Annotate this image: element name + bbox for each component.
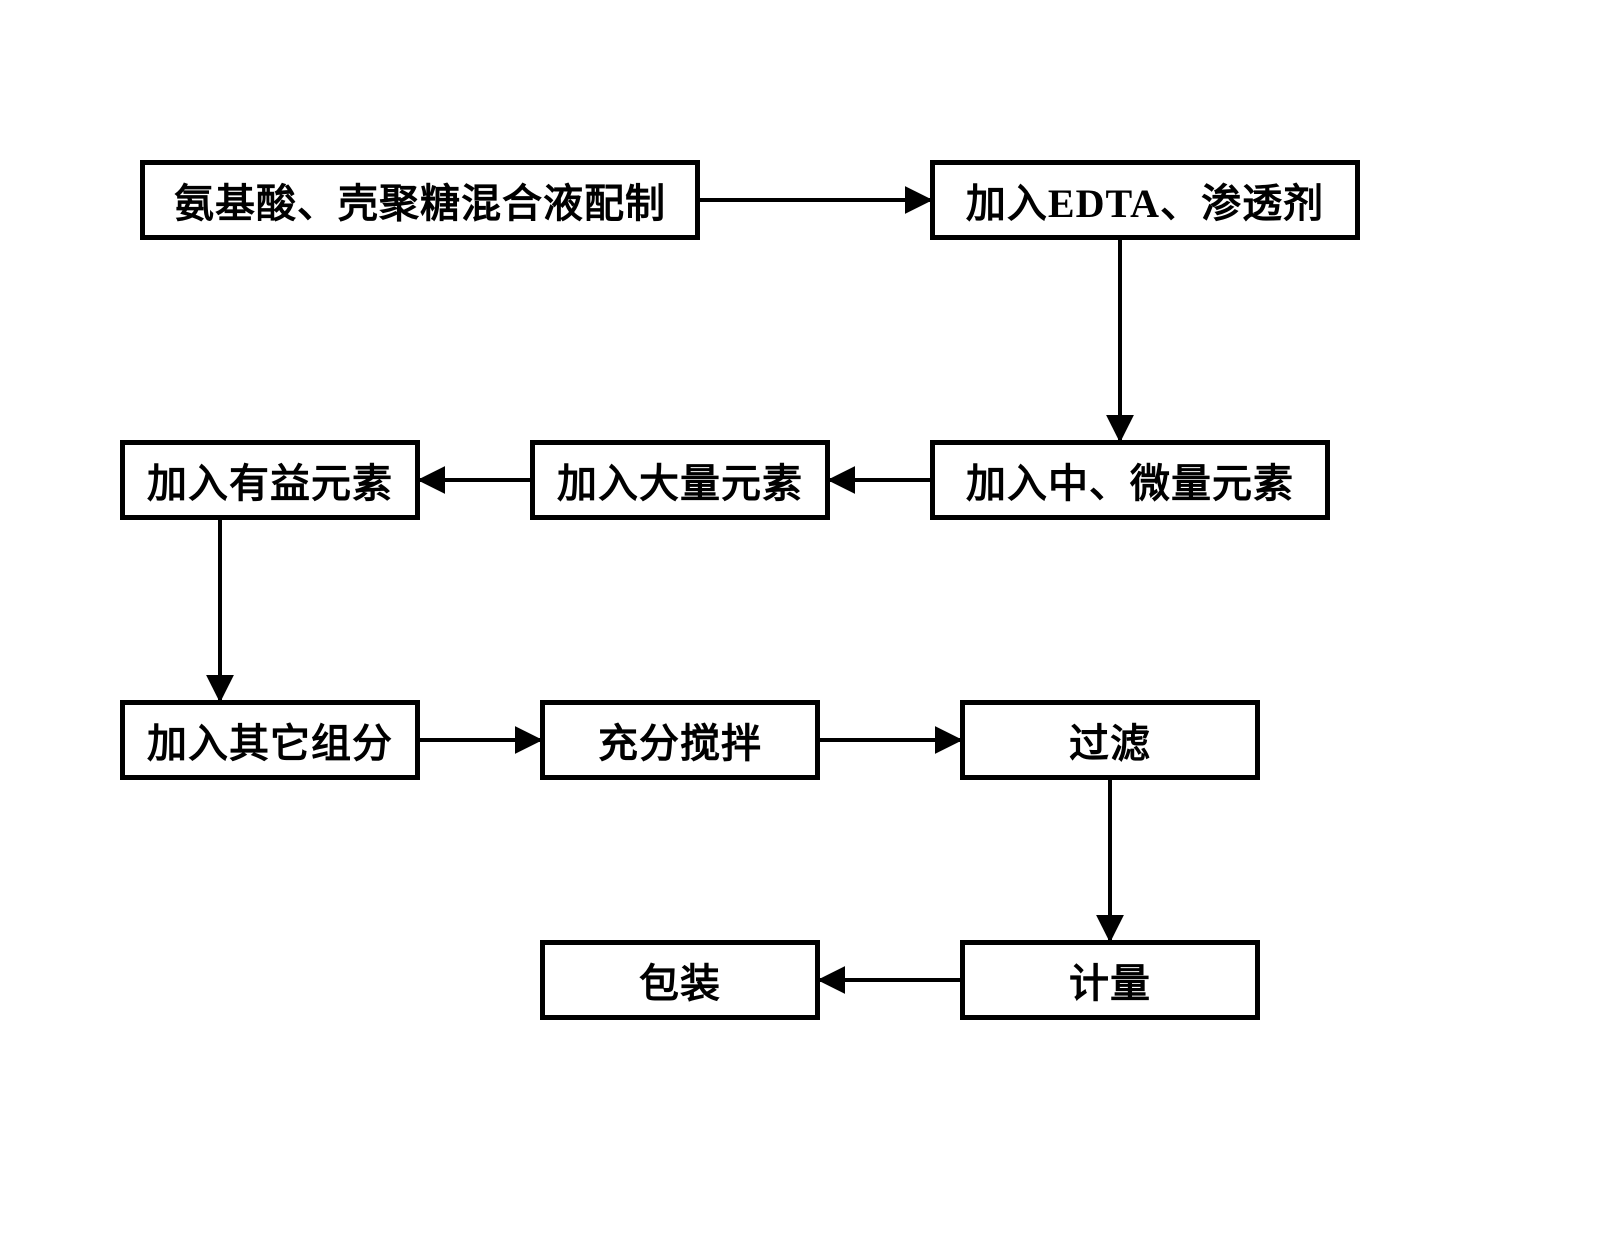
- flow-node-n3: 加入中、微量元素: [930, 440, 1330, 520]
- flowchart-stage: 氨基酸、壳聚糖混合液配制 加入EDTA、渗透剂加入中、微量元素 加入大量元素 加入有益…: [0, 0, 1608, 1238]
- flow-node-n8: 过滤: [960, 700, 1260, 780]
- flow-node-n4: 加入大量元素: [530, 440, 830, 520]
- flow-node-n10: 包装: [540, 940, 820, 1020]
- flow-node-n9: 计量: [960, 940, 1260, 1020]
- flow-node-n2: 加入EDTA、渗透剂: [930, 160, 1360, 240]
- flow-node-n6: 加入其它组分: [120, 700, 420, 780]
- flow-node-n7: 充分搅拌: [540, 700, 820, 780]
- flow-node-n1: 氨基酸、壳聚糖混合液配制: [140, 160, 700, 240]
- flow-node-n5: 加入有益元素: [120, 440, 420, 520]
